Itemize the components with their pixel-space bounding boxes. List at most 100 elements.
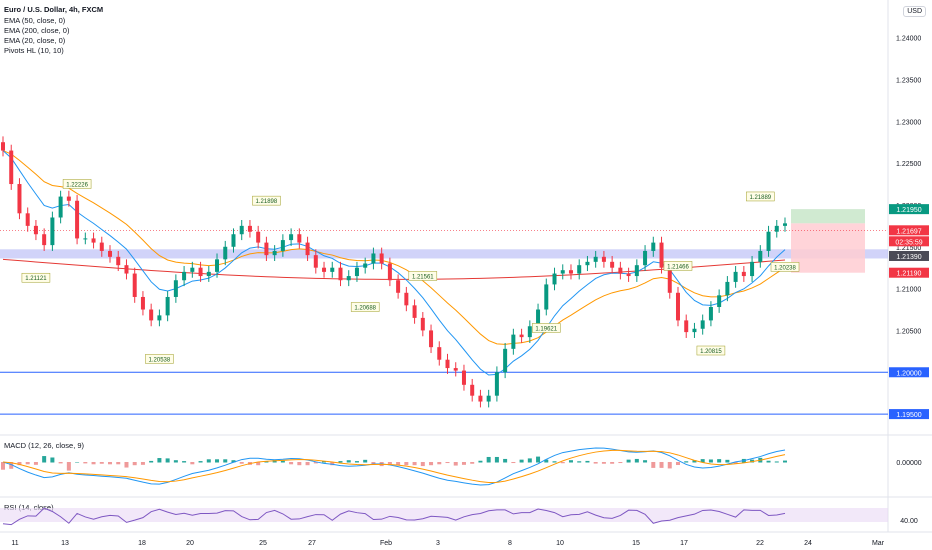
candle-body	[108, 250, 113, 257]
pivot-label: 1.21561	[412, 274, 434, 280]
macd-histogram-bar	[17, 462, 22, 466]
macd-histogram-bar	[387, 462, 392, 466]
macd-histogram-bar	[346, 460, 351, 463]
rsi-line	[2, 507, 786, 526]
legend-ema50[interactable]: EMA (50, close, 0)	[4, 16, 66, 25]
candle-body	[725, 281, 730, 296]
candle-body	[758, 250, 763, 262]
macd-histogram-bar	[99, 462, 104, 464]
candle-body	[486, 395, 491, 402]
pivot-label-box	[145, 354, 174, 364]
candle-body	[231, 234, 236, 247]
legend-ema20[interactable]: EMA (20, close, 0)	[4, 36, 66, 45]
legend-pivots[interactable]: Pivots HL (10, 10)	[4, 46, 64, 55]
candle-body	[503, 348, 508, 373]
x-tick-label: 3	[436, 540, 440, 547]
candle-body	[313, 255, 318, 268]
candle-body	[58, 196, 63, 218]
x-tick-label: 8	[508, 540, 512, 547]
candle-body	[396, 280, 401, 293]
currency-button[interactable]: USD	[903, 6, 926, 17]
macd-histogram-bar	[338, 461, 343, 463]
candle-body	[453, 368, 458, 371]
candle-body	[577, 265, 582, 274]
macd-histogram-bar	[412, 462, 417, 466]
candle-body	[404, 292, 409, 306]
legend-ema200[interactable]: EMA (200, close, 0)	[4, 26, 70, 35]
candle-body	[692, 328, 697, 333]
candle-body	[461, 370, 466, 385]
candle-body	[626, 273, 631, 277]
macd-histogram-bar	[445, 462, 450, 464]
macd-histogram-bar	[305, 462, 310, 466]
macd-histogram-bar	[766, 460, 771, 463]
macd-histogram-bar	[157, 458, 162, 463]
macd-histogram-bar	[91, 462, 96, 465]
macd-histogram-bar	[83, 462, 88, 464]
macd-line	[2, 447, 786, 486]
pivot-label-box	[696, 345, 726, 356]
candle-body	[593, 256, 598, 262]
macd-histogram-bar	[198, 461, 203, 463]
macd-histogram-bar	[519, 459, 524, 463]
macd-histogram-bar	[1, 462, 5, 470]
macd-histogram-bar	[264, 461, 269, 463]
candle-body	[330, 267, 335, 272]
macd-histogram-bar	[182, 461, 187, 463]
macd-histogram-bar	[494, 456, 499, 463]
macd-title: MACD (12, 26, close, 9)	[4, 441, 85, 450]
candle-body	[83, 238, 88, 240]
price-label-box	[889, 250, 929, 261]
x-tick-label: Mar	[872, 540, 885, 547]
macd-histogram-bar	[363, 459, 368, 463]
candle-body	[33, 225, 38, 235]
candle-body	[610, 261, 615, 268]
candle-body	[783, 223, 787, 226]
y-tick-label: 1.20500	[896, 328, 921, 335]
price-label: 1.20000	[896, 370, 921, 377]
x-tick-label: 15	[632, 540, 640, 547]
candle-body	[116, 256, 121, 266]
macd-histogram-bar	[750, 459, 755, 463]
candle-body	[379, 253, 384, 264]
candle-body	[659, 242, 664, 268]
candle-body	[66, 196, 71, 201]
macd-histogram-bar	[783, 460, 787, 463]
macd-histogram-bar	[552, 461, 557, 463]
candle-body	[239, 225, 244, 235]
candle-body	[99, 242, 104, 251]
pivot-label-box	[770, 262, 800, 272]
pivot-label-box	[21, 272, 51, 283]
macd-histogram-bar	[215, 459, 220, 463]
x-tick-label: 13	[61, 540, 69, 547]
macd-histogram-bar	[9, 462, 14, 469]
price-label: 02:35:59	[895, 239, 922, 246]
candle-body	[272, 250, 277, 256]
x-tick-label: 27	[308, 540, 316, 547]
macd-histogram-bar	[289, 462, 294, 465]
candle-body	[1, 142, 5, 151]
candle-body	[766, 231, 771, 251]
macd-histogram-bar	[593, 462, 598, 464]
macd-histogram-bar	[437, 462, 442, 465]
x-tick-label: 20	[186, 540, 194, 547]
x-tick-label: 18	[138, 540, 146, 547]
macd-histogram-bar	[173, 460, 178, 463]
candle-body	[470, 384, 475, 396]
macd-histogram-bar	[577, 461, 582, 463]
position-stop-zone	[791, 223, 865, 273]
candle-body	[445, 359, 450, 369]
price-label-box	[889, 204, 929, 215]
macd-histogram-bar	[404, 462, 409, 466]
macd-histogram-bar	[75, 462, 80, 463]
pivot-label-box	[408, 271, 438, 281]
ema200-line	[2, 258, 786, 280]
candle-body	[9, 150, 14, 185]
macd-histogram-bar	[322, 461, 327, 463]
macd-histogram-bar	[503, 458, 508, 463]
candle-body	[157, 315, 162, 321]
macd-histogram-bar	[643, 460, 648, 463]
x-tick-label: 10	[556, 540, 564, 547]
candle-body	[651, 242, 656, 251]
